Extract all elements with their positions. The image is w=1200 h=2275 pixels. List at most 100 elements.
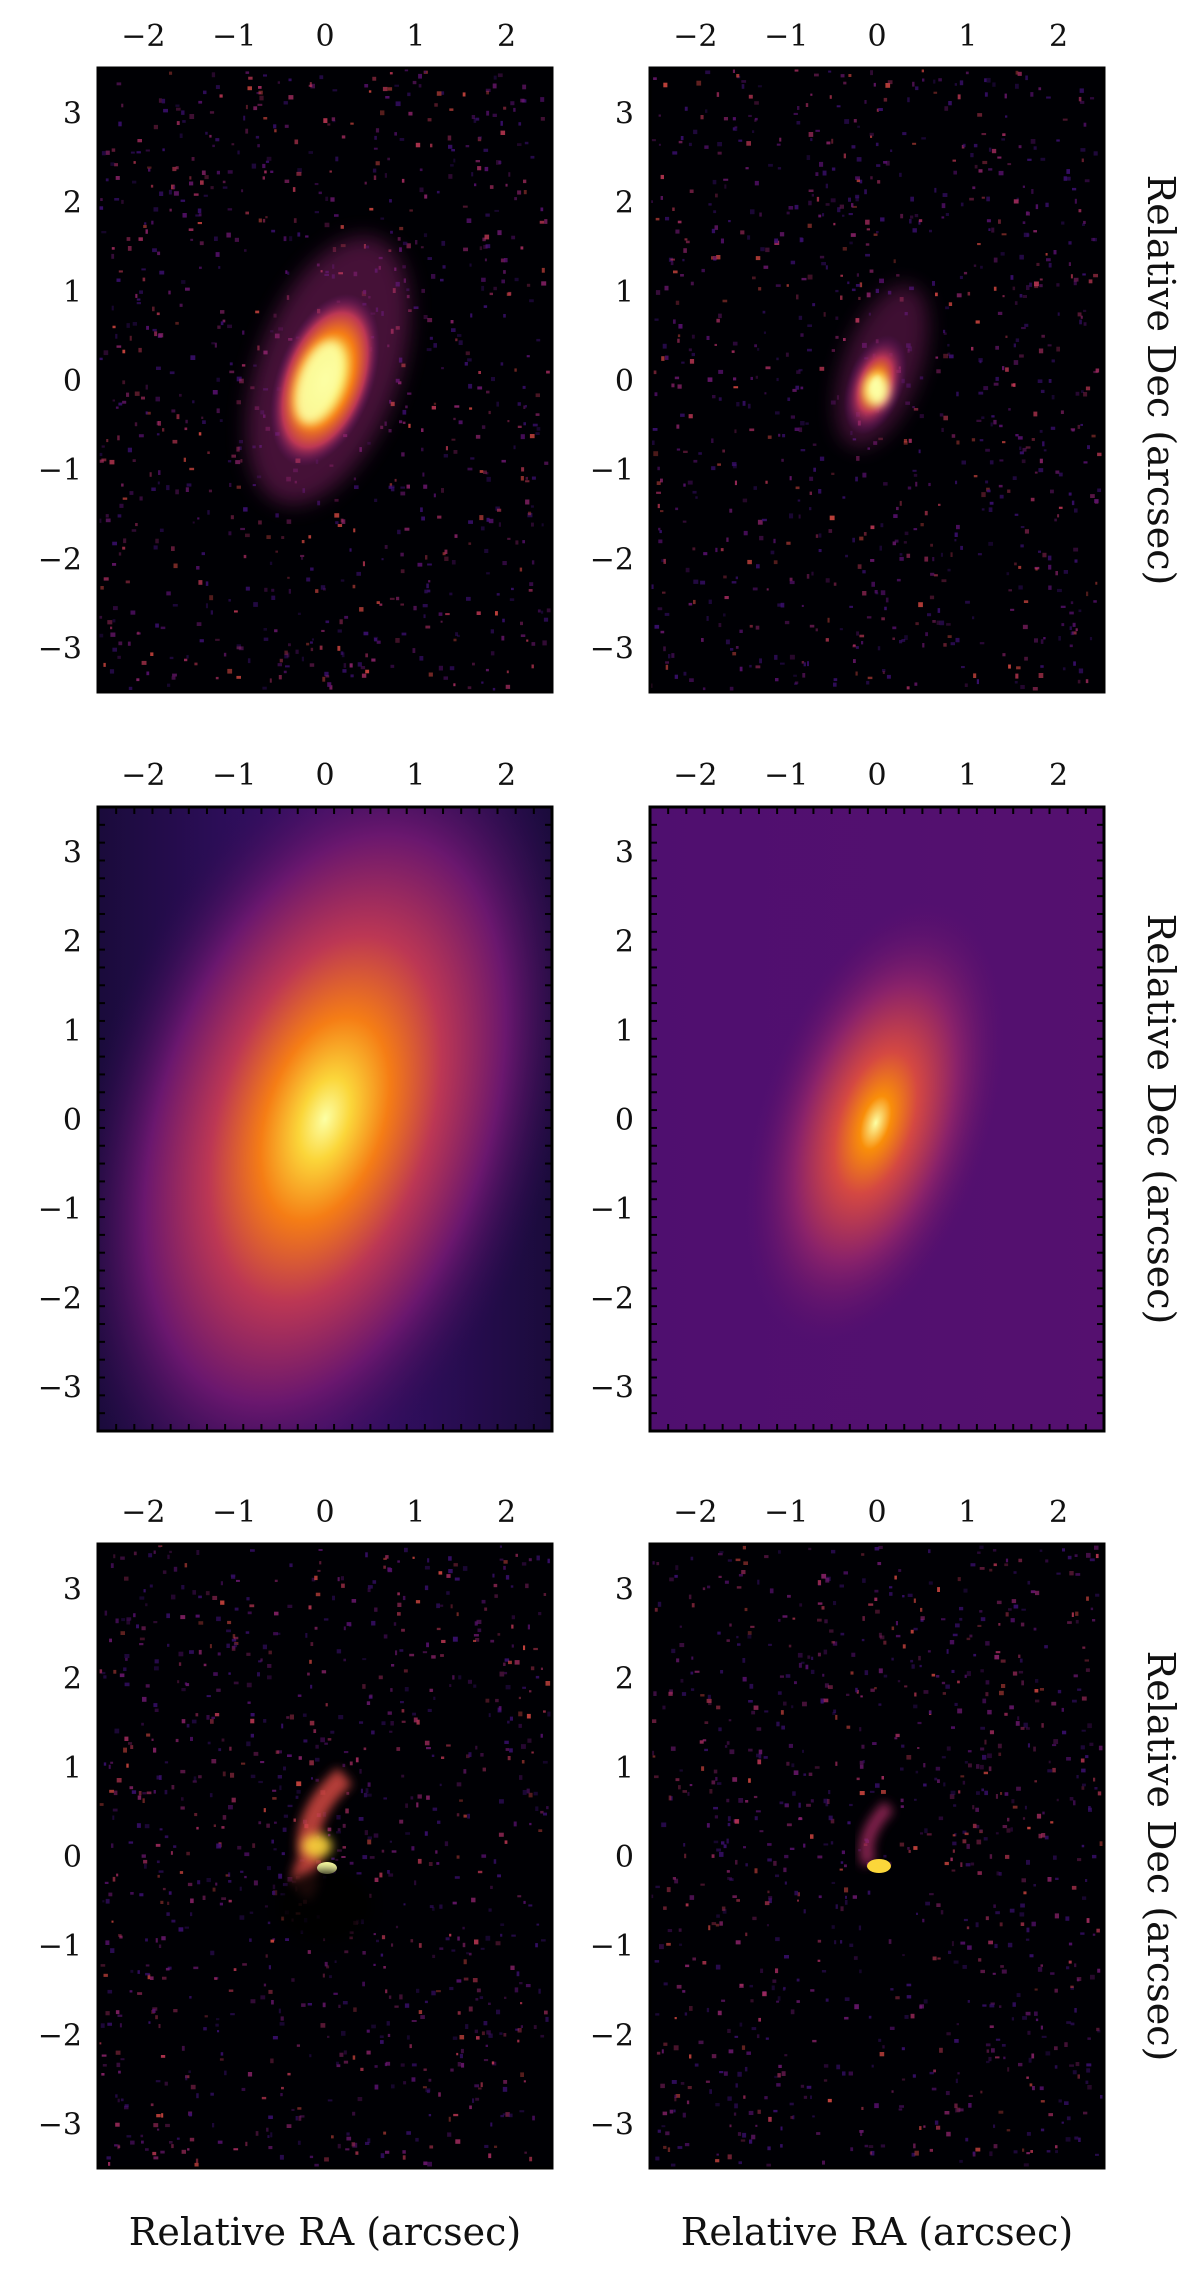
noise-speck [511, 1644, 514, 1648]
noise-speck [984, 1790, 988, 1796]
noise-speck [952, 159, 956, 162]
noise-speck [855, 476, 858, 482]
noise-speck [371, 2024, 376, 2029]
noise-speck [995, 2038, 1001, 2041]
noise-speck [481, 681, 484, 684]
noise-speck [894, 1575, 897, 1580]
noise-speck [1020, 1726, 1025, 1730]
noise-speck [972, 2151, 976, 2155]
noise-speck [357, 662, 362, 667]
noise-speck [689, 2006, 693, 2011]
noise-speck [928, 1549, 931, 1554]
noise-speck [440, 1604, 444, 1607]
noise-speck [307, 1672, 310, 1676]
noise-speck [141, 660, 147, 665]
noise-speck [798, 1802, 801, 1808]
noise-speck [1088, 279, 1093, 284]
noise-speck [712, 179, 717, 185]
noise-speck [158, 1544, 161, 1548]
noise-speck [257, 103, 263, 106]
noise-speck [457, 634, 460, 637]
noise-speck [833, 682, 837, 687]
panel-image [650, 1544, 1104, 2168]
noise-speck [498, 160, 502, 164]
noise-speck [655, 2013, 660, 2016]
noise-speck [1068, 262, 1071, 266]
noise-speck [509, 1748, 513, 1753]
noise-speck [136, 151, 141, 154]
noise-speck [902, 1595, 905, 1598]
noise-speck [103, 1973, 108, 1977]
noise-speck [121, 103, 124, 108]
noise-speck [459, 2053, 463, 2059]
noise-speck [371, 1620, 376, 1626]
noise-speck [266, 2127, 269, 2132]
noise-speck [491, 2061, 495, 2065]
noise-speck [844, 1997, 850, 2001]
noise-speck [755, 375, 758, 379]
noise-speck [1056, 139, 1060, 142]
noise-speck [674, 376, 680, 380]
noise-speck [1080, 315, 1083, 319]
noise-speck [263, 1983, 267, 1987]
noise-speck [796, 1978, 800, 1982]
noise-speck [1034, 281, 1039, 287]
noise-speck [255, 310, 260, 314]
noise-speck [297, 168, 302, 173]
noise-speck [1024, 323, 1029, 327]
noise-speck [932, 1956, 937, 1961]
y-tick-label: 0 [63, 1103, 82, 1138]
noise-speck [274, 1821, 277, 1824]
noise-speck [171, 676, 176, 680]
noise-speck [1068, 241, 1072, 245]
noise-speck [912, 228, 917, 233]
noise-speck [453, 417, 456, 421]
noise-speck [742, 498, 748, 503]
noise-speck [433, 402, 437, 405]
noise-speck [233, 1636, 239, 1640]
noise-speck [146, 1733, 151, 1737]
noise-speck [388, 1995, 392, 1999]
noise-speck [197, 517, 200, 520]
noise-speck [972, 1823, 977, 1829]
noise-speck [729, 1623, 732, 1627]
noise-speck [1020, 1903, 1025, 1908]
noise-speck [486, 2030, 491, 2035]
noise-speck [201, 552, 205, 556]
noise-speck [982, 1698, 987, 1704]
noise-speck [762, 310, 766, 314]
noise-speck [861, 641, 864, 645]
noise-speck [844, 2016, 849, 2020]
y-tick-label: −1 [38, 1192, 82, 1227]
noise-speck [433, 493, 436, 498]
noise-speck [401, 363, 406, 368]
noise-speck [148, 168, 151, 172]
noise-speck [850, 233, 856, 237]
noise-speck [706, 1823, 710, 1828]
noise-speck [1070, 1985, 1074, 1988]
noise-speck [521, 1562, 527, 1566]
noise-speck [727, 2154, 732, 2160]
noise-speck [809, 624, 815, 628]
noise-speck [143, 1859, 148, 1864]
noise-speck [954, 1702, 958, 1706]
noise-speck [1029, 2083, 1033, 2087]
noise-speck [744, 1607, 748, 1612]
noise-speck [465, 145, 470, 148]
noise-speck [446, 1574, 451, 1578]
noise-speck [274, 129, 277, 133]
noise-speck [111, 148, 116, 152]
noise-speck [959, 80, 964, 86]
noise-speck [673, 2109, 676, 2113]
noise-speck [945, 306, 950, 310]
noise-speck [372, 76, 377, 81]
noise-speck [843, 81, 847, 85]
noise-speck [476, 1988, 481, 1993]
noise-speck [351, 2142, 356, 2147]
noise-speck [693, 459, 698, 463]
noise-speck [861, 1553, 865, 1556]
noise-speck [124, 2105, 129, 2110]
noise-speck [778, 1618, 781, 1622]
noise-speck [343, 1626, 346, 1631]
noise-speck [170, 1851, 173, 1855]
